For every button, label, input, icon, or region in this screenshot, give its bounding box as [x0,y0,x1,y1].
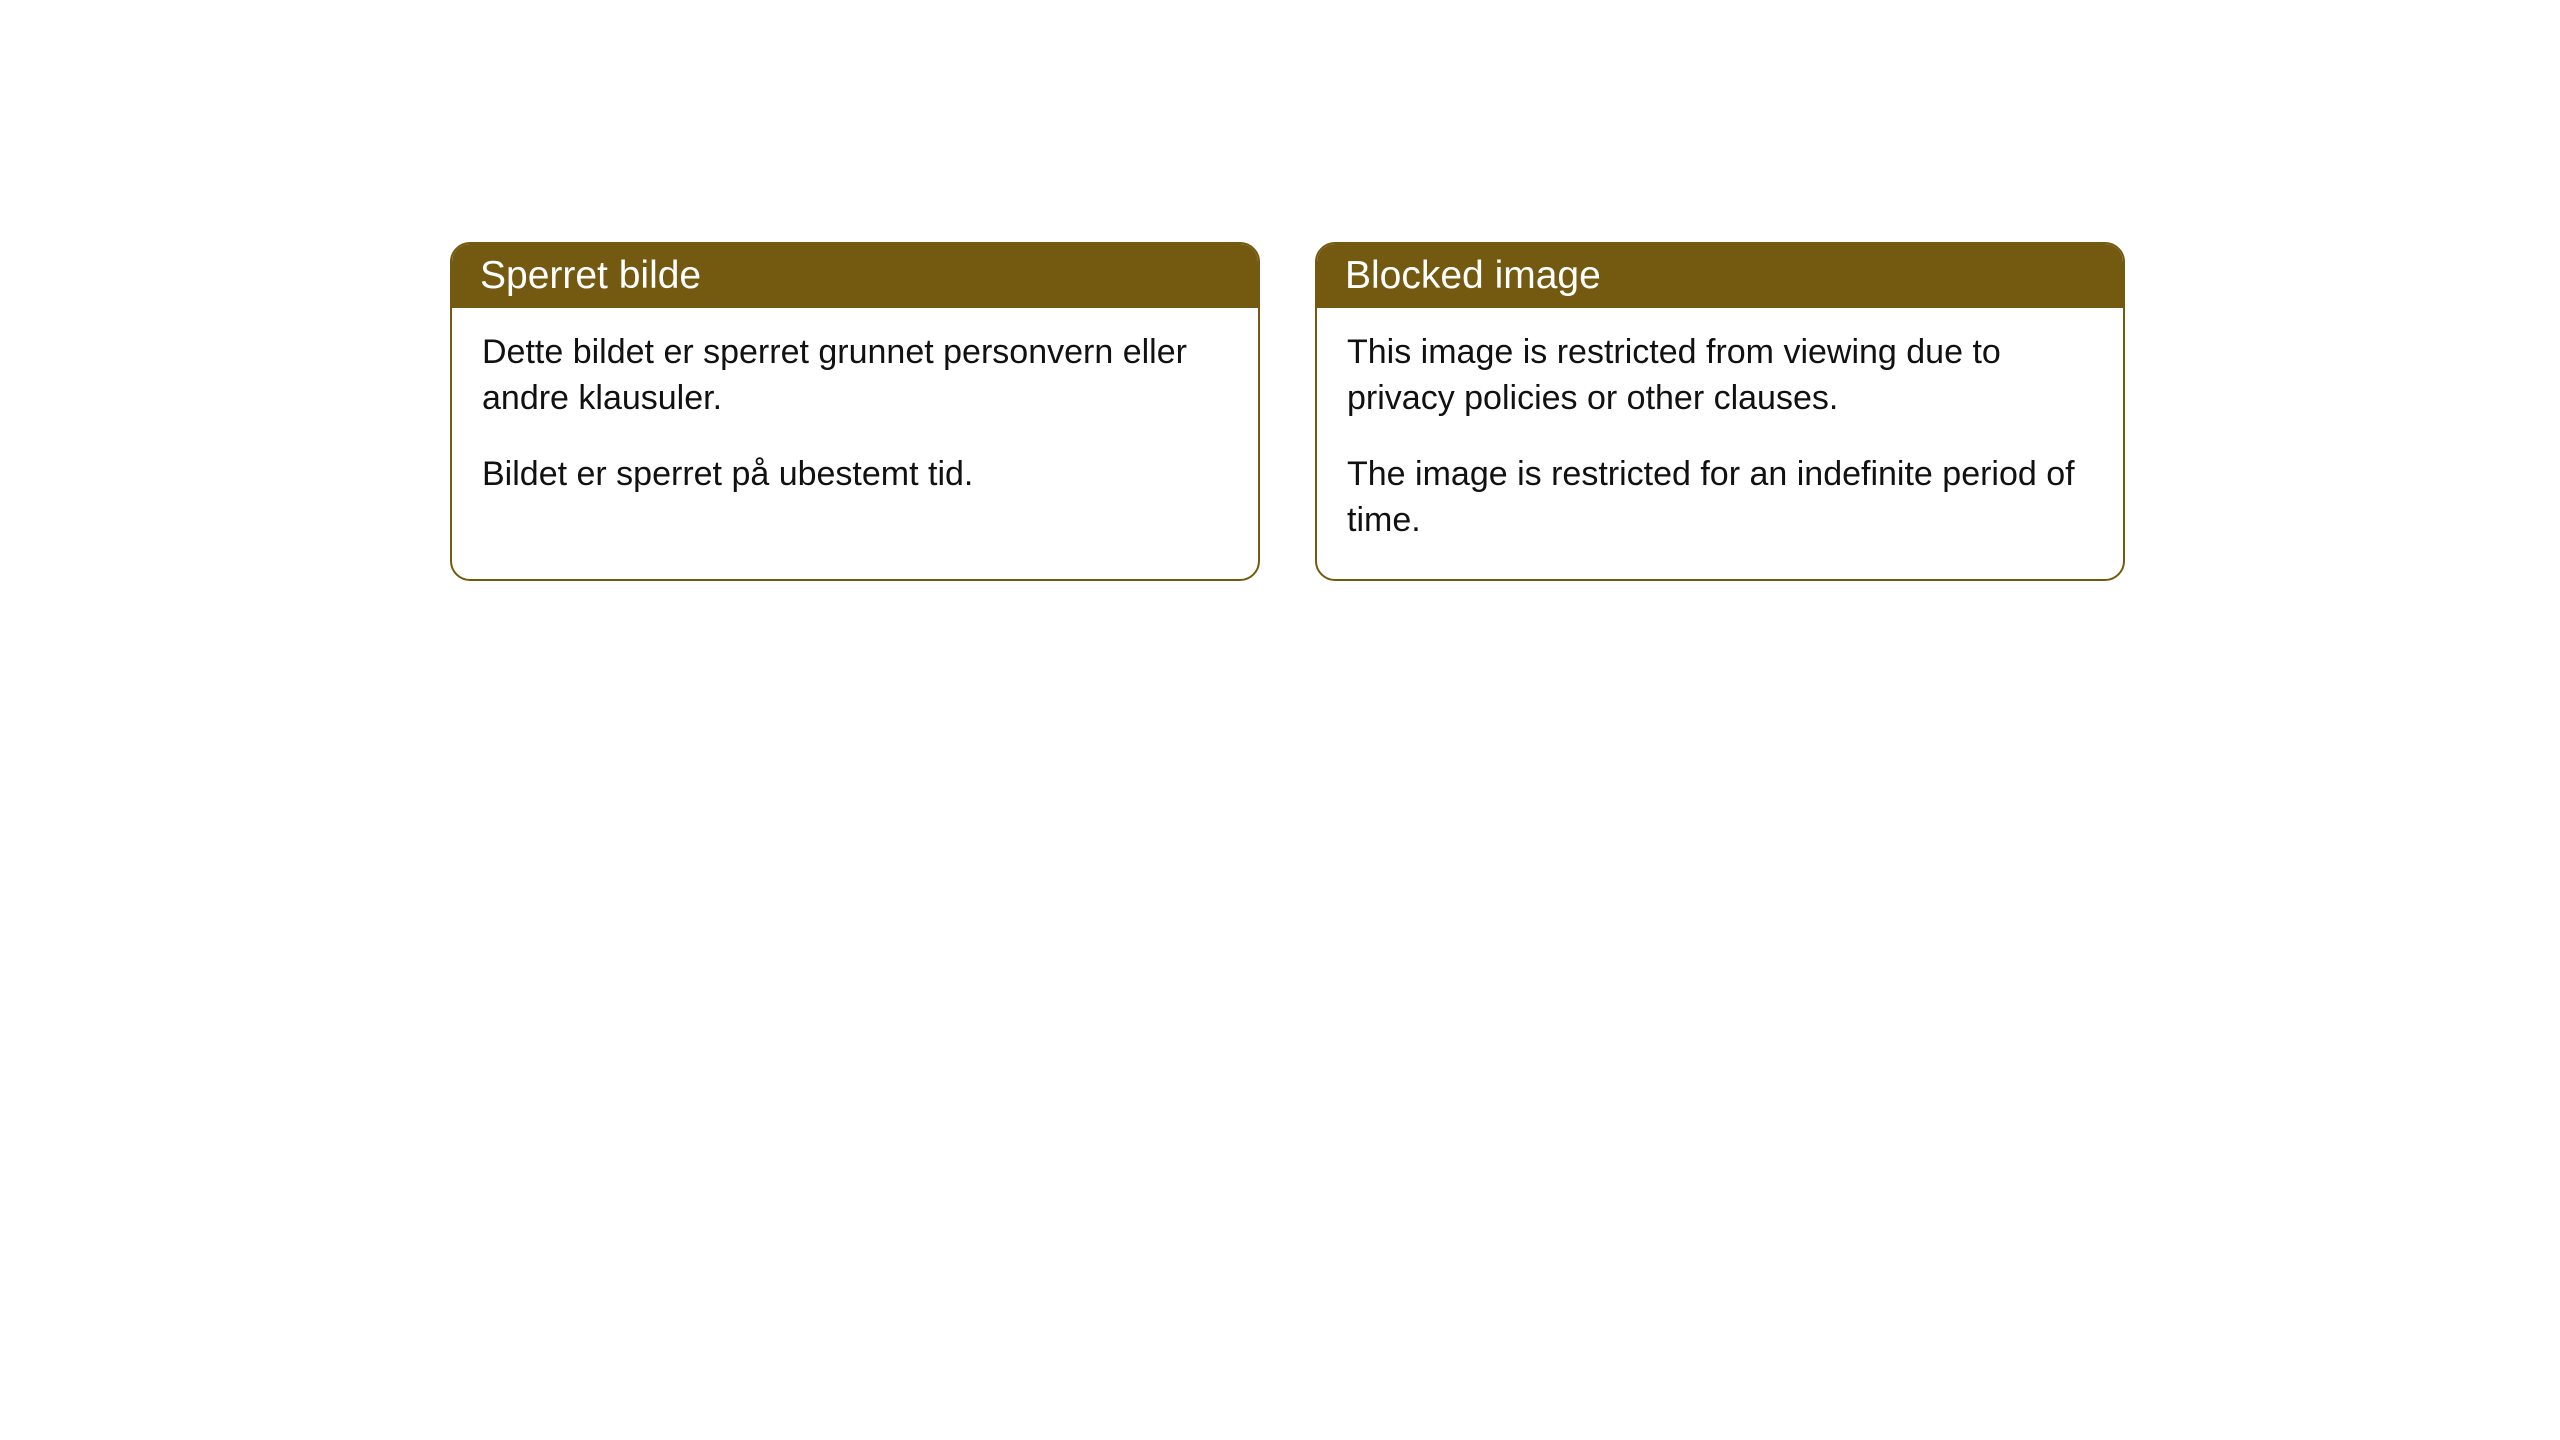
card-paragraph: The image is restricted for an indefinit… [1347,452,2093,544]
card-title: Blocked image [1345,254,1601,297]
card-header-norwegian: Sperret bilde [452,244,1258,308]
card-paragraph: Bildet er sperret på ubestemt tid. [482,452,1228,498]
card-header-english: Blocked image [1317,244,2123,308]
card-paragraph: This image is restricted from viewing du… [1347,330,2093,422]
card-body-norwegian: Dette bildet er sperret grunnet personve… [452,308,1258,533]
card-body-english: This image is restricted from viewing du… [1317,308,2123,579]
notice-card-english: Blocked image This image is restricted f… [1315,242,2125,581]
card-title: Sperret bilde [480,254,701,297]
notice-cards-container: Sperret bilde Dette bildet er sperret gr… [450,242,2125,581]
notice-card-norwegian: Sperret bilde Dette bildet er sperret gr… [450,242,1260,581]
card-paragraph: Dette bildet er sperret grunnet personve… [482,330,1228,422]
